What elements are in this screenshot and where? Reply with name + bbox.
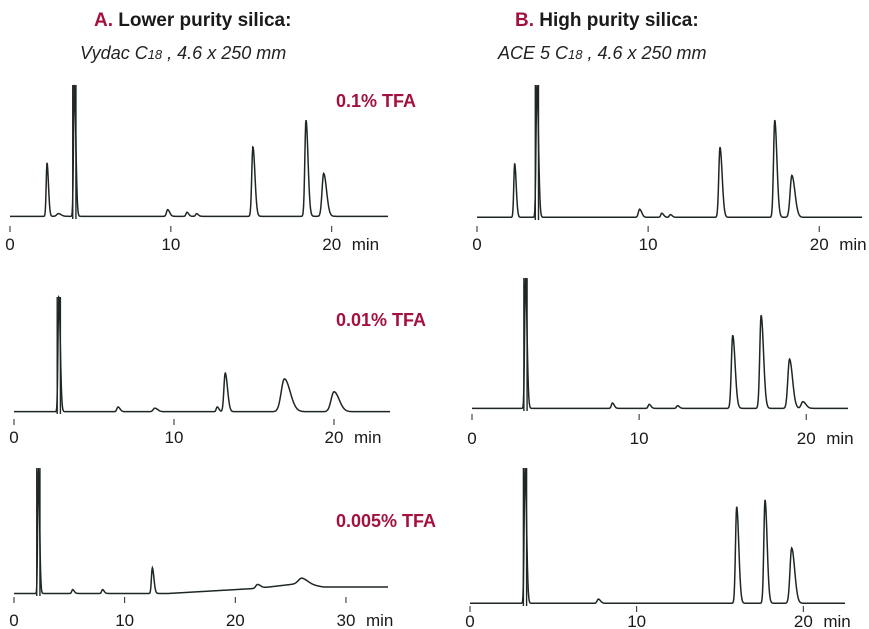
chromatogram-trace xyxy=(14,467,388,595)
panel-a-column-dims: , 4.6 x 250 mm xyxy=(162,43,287,63)
chromatogram-trace xyxy=(477,84,862,219)
panel-a-column-desc: Vydac C18 , 4.6 x 250 mm xyxy=(80,41,291,67)
column-b-header: B. High purity silica: ACE 5 C18 , 4.6 x… xyxy=(498,9,707,67)
x-tick-label: 10 xyxy=(165,428,184,447)
column-a-header: A. Lower purity silica: Vydac C18 , 4.6 … xyxy=(80,9,292,67)
x-unit-label: min xyxy=(366,611,393,629)
chromatogram-trace xyxy=(470,467,845,604)
panel-b-letter: B. xyxy=(515,10,534,31)
x-tick-label: 30 xyxy=(336,611,355,629)
x-tick-label: 20 xyxy=(794,612,813,629)
panel-a-letter: A. xyxy=(94,10,113,31)
panel-b-column-sub: 18 xyxy=(568,47,583,62)
x-unit-label: min xyxy=(826,429,853,448)
x-tick-label: 20 xyxy=(226,611,245,629)
chromatogram-trace xyxy=(14,294,390,413)
x-tick-label: 10 xyxy=(639,235,658,254)
x-unit-label: min xyxy=(839,235,866,254)
tfa-label-0.01: 0.01% TFA xyxy=(336,310,427,330)
x-tick-label: 20 xyxy=(797,429,816,448)
x-tick-label: 0 xyxy=(9,611,18,629)
panel-b-column-desc: ACE 5 C18 , 4.6 x 250 mm xyxy=(498,41,707,67)
tfa-label-0.005: 0.005% TFA xyxy=(336,511,437,531)
panel-a-title: Lower purity silica: xyxy=(118,10,292,31)
x-unit-label: min xyxy=(823,612,850,629)
x-unit-label: min xyxy=(354,428,381,447)
x-tick-label: 20 xyxy=(810,235,829,254)
panel-b-column-name: ACE 5 C xyxy=(498,43,569,63)
x-tick-label: 20 xyxy=(325,428,344,447)
panel-b-title: High purity silica: xyxy=(539,10,699,31)
x-tick-label: 10 xyxy=(161,235,180,254)
x-tick-label: 20 xyxy=(322,235,341,254)
x-tick-label: 0 xyxy=(472,235,481,254)
x-tick-label: 10 xyxy=(630,429,649,448)
panel-a-column-sub: 18 xyxy=(147,47,163,62)
chromatogram-trace xyxy=(472,277,848,410)
panel-a-column-name: Vydac C xyxy=(80,43,148,63)
tfa-label-0.1: 0.1% TFA xyxy=(336,91,417,111)
x-tick-label: 10 xyxy=(115,611,134,629)
panel-b-column-dims: , 4.6 x 250 mm xyxy=(582,43,707,63)
x-unit-label: min xyxy=(352,235,379,254)
x-tick-label: 0 xyxy=(467,429,476,448)
x-tick-label: 0 xyxy=(9,428,18,447)
x-tick-label: 0 xyxy=(5,235,14,254)
x-tick-label: 10 xyxy=(627,612,646,629)
x-tick-label: 0 xyxy=(465,612,474,629)
